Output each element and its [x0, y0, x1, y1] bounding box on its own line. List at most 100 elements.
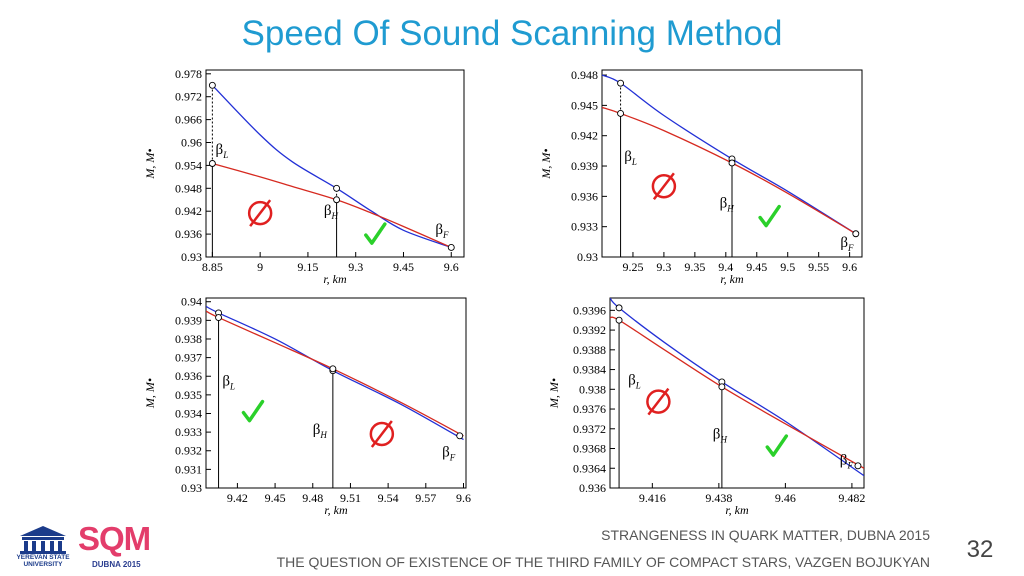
x-tick-label: 9.48: [302, 491, 323, 505]
y-tick-label: 0.9376: [573, 402, 606, 416]
data-point-marker: [329, 365, 337, 373]
data-point-marker: [215, 314, 223, 322]
plot-frame: [205, 69, 465, 258]
y-tick-label: 0.936: [175, 369, 202, 383]
university-building-icon: [20, 526, 66, 554]
ysu-logo: YEREVAN STATE UNIVERSITY: [16, 524, 70, 572]
data-point-marker: [852, 230, 860, 238]
x-tick-label: 9.482: [838, 491, 865, 505]
y-tick-label: 0.938: [579, 382, 606, 396]
y-tick-label: 0.93: [181, 250, 202, 264]
y-tick-label: 0.936: [175, 227, 202, 241]
slide-title: Speed Of Sound Scanning Method: [241, 14, 783, 53]
x-tick-label: 9.5: [780, 260, 795, 274]
sqm-logo: SQM DUBNA 2015: [78, 520, 158, 574]
y-tick-label: 0.954: [175, 158, 202, 172]
empty-set-icon: [247, 199, 273, 227]
beta-annotation: βH: [324, 203, 339, 221]
beta-annotation: βF: [840, 452, 854, 470]
plot-frame: [205, 297, 467, 489]
check-icon: [765, 434, 789, 457]
y-tick-label: 0.937: [175, 351, 202, 365]
x-axis-label: r, km: [324, 503, 348, 517]
y-tick-label: 0.9368: [573, 442, 606, 456]
plot-frame: [609, 297, 865, 489]
y-tick-label: 0.934: [175, 406, 202, 420]
beta-annotation: βH: [313, 422, 328, 440]
y-axis-label: M, M•: [143, 148, 157, 179]
data-point-marker: [615, 316, 623, 324]
beta-annotation: βF: [840, 235, 854, 253]
data-point-marker: [718, 383, 726, 391]
plot-area: [602, 74, 857, 257]
plot-area: [206, 305, 464, 488]
y-tick-label: 0.978: [175, 67, 202, 81]
y-axis-label: M, M•: [143, 378, 157, 409]
y-tick-label: 0.9364: [573, 461, 606, 475]
sqm-logo-text: SQM: [78, 520, 151, 557]
series-line-blue: [610, 298, 864, 477]
y-tick-label: 0.942: [571, 129, 598, 143]
data-point-marker: [615, 304, 623, 312]
y-tick-label: 0.939: [175, 313, 202, 327]
ysu-logo-text: YEREVAN STATE UNIVERSITY: [16, 554, 70, 568]
x-tick-label: 9.45: [393, 260, 414, 274]
footer-talk-title: THE QUESTION OF EXISTENCE OF THE THIRD F…: [276, 554, 930, 570]
y-tick-label: 0.93: [577, 250, 598, 264]
sqm-logo-subtext: DUBNA 2015: [92, 560, 141, 569]
check-icon: [241, 399, 265, 423]
y-axis-label: M, M•: [539, 148, 553, 179]
y-tick-label: 0.942: [175, 204, 202, 218]
x-axis-label: r, km: [720, 272, 744, 286]
y-tick-label: 0.9384: [573, 363, 606, 377]
plot-area: [610, 298, 864, 488]
y-tick-label: 0.931: [175, 462, 202, 476]
x-tick-label: 9.46: [775, 491, 796, 505]
chart-bottom-left: 9.42 9.45 9.48 9.51 9.54 9.57 9.6 0.93 0.931 0.93…: [143, 295, 471, 517]
check-icon: [364, 222, 387, 245]
x-tick-label: 9.57: [415, 491, 436, 505]
x-tick-label: 9.45: [746, 260, 767, 274]
data-point-marker: [728, 159, 736, 167]
beta-annotation: βF: [435, 222, 449, 240]
data-point-marker: [456, 432, 464, 440]
x-tick-label: 9.15: [297, 260, 318, 274]
y-tick-label: 0.945: [571, 98, 598, 112]
beta-annotation: βF: [442, 444, 456, 462]
chart-top-left: 8.85 9 9.15 9.3 9.45 9.6 0.93 0.936 0.942 0.948 0.…: [143, 67, 465, 286]
x-tick-label: 9.42: [227, 491, 248, 505]
beta-annotation: βH: [720, 195, 735, 213]
empty-set-icon: [646, 387, 671, 416]
beta-annotation: βL: [628, 372, 641, 390]
y-tick-label: 0.972: [175, 90, 202, 104]
y-tick-label: 0.966: [175, 113, 202, 127]
x-tick-label: 9.438: [705, 491, 732, 505]
y-tick-label: 0.94: [181, 295, 202, 309]
x-tick-label: 9.51: [340, 491, 361, 505]
x-tick-label: 9.6: [842, 260, 857, 274]
x-tick-label: 9.3: [348, 260, 363, 274]
data-point-marker: [447, 244, 455, 251]
y-tick-label: 0.936: [571, 189, 598, 203]
y-tick-label: 0.933: [175, 425, 202, 439]
check-icon: [758, 204, 781, 228]
data-point-marker: [208, 81, 216, 89]
x-tick-label: 9: [257, 260, 263, 274]
x-tick-label: 9.416: [639, 491, 666, 505]
page-number: 32: [966, 536, 994, 563]
x-tick-label: 9.55: [808, 260, 829, 274]
y-tick-label: 0.93: [181, 481, 202, 495]
y-tick-label: 0.9396: [573, 303, 606, 317]
y-tick-label: 0.9392: [573, 323, 606, 337]
data-point-marker: [617, 79, 625, 87]
data-point-marker: [617, 110, 625, 117]
data-point-marker: [208, 160, 216, 167]
data-point-marker: [333, 196, 341, 204]
y-tick-label: 0.9388: [573, 343, 606, 357]
chart-top-right: 9.25 9.3 9.35 9.4 9.45 9.5 9.55 9.6 0.93 0.933 0.9…: [539, 68, 863, 286]
y-tick-label: 0.938: [175, 332, 202, 346]
y-tick-label: 0.948: [571, 68, 598, 82]
beta-annotation: βL: [216, 142, 229, 160]
plot-area: [211, 84, 452, 257]
x-tick-label: 8.85: [202, 260, 223, 274]
